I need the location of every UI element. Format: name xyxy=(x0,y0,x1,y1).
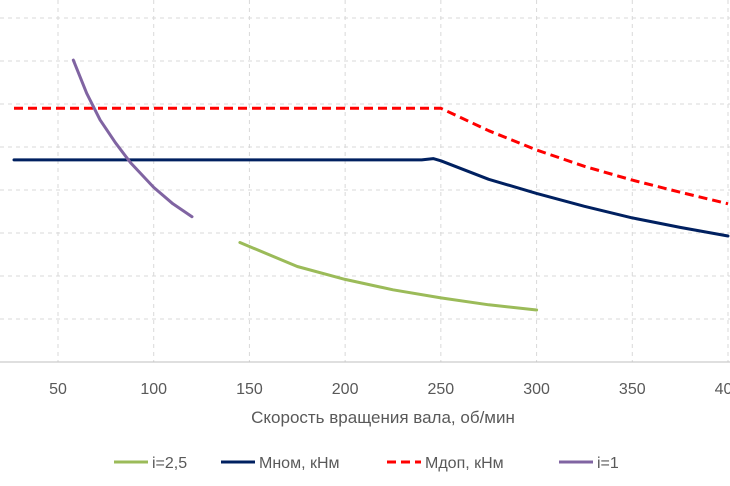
legend-label: i=2,5 xyxy=(152,455,187,472)
series-line-0 xyxy=(238,241,539,312)
x-axis-title: Скорость вращения вала, об/мин xyxy=(251,408,515,427)
legend-label: Мдоп, кНм xyxy=(425,455,504,472)
x-tick-label: 200 xyxy=(332,381,359,398)
x-tick-label: 400 xyxy=(715,381,730,398)
series-line-2 xyxy=(14,106,729,206)
x-tick-label: 250 xyxy=(428,381,455,398)
legend-label: i=1 xyxy=(597,455,619,472)
x-tick-label: 350 xyxy=(619,381,646,398)
legend-label: Мном, кНм xyxy=(259,455,340,472)
x-tick-label: 300 xyxy=(523,381,550,398)
x-tick-label: 50 xyxy=(49,381,67,398)
series-group xyxy=(12,58,730,312)
series-line-1 xyxy=(12,157,730,238)
x-tick-label: 100 xyxy=(140,381,167,398)
legend: i=2,5 Мном, кНм Мдоп, кНм i=1 xyxy=(114,455,619,472)
x-tick-labels: 50 100 150 200 250 300 350 400 xyxy=(49,381,730,398)
series-line-3 xyxy=(71,58,194,219)
grid xyxy=(0,0,730,362)
x-tick-label: 150 xyxy=(236,381,263,398)
